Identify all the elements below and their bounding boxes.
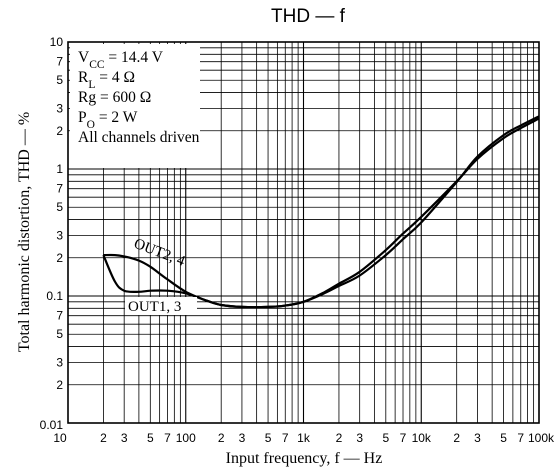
x-tick-label: 7: [282, 431, 289, 445]
x-tick-label: 2: [100, 431, 107, 445]
series-label-bg: [125, 297, 197, 315]
y-tick-label: 0.1: [46, 289, 63, 303]
x-tick-label: 5: [382, 431, 389, 445]
condition-line: VCC = 14.4 V: [78, 49, 164, 71]
conditions-list: VCC = 14.4 VRL = 4 ΩRg = 600 Ω PO = 2 WAl…: [78, 49, 200, 146]
y-tick-label: 5: [56, 73, 63, 87]
x-tick-label: 10: [53, 431, 67, 445]
chart-title: THD — f: [271, 6, 346, 27]
y-tick-label: 3: [56, 101, 63, 115]
x-tick-label: 100: [176, 431, 196, 445]
x-tick-label: 3: [356, 431, 363, 445]
plot-frame: [67, 41, 540, 424]
x-axis-label: Input frequency, f — Hz: [226, 450, 383, 467]
series-line-out1-3: [102, 115, 540, 309]
y-tick-label: 2: [56, 378, 63, 392]
x-tick-label: 5: [500, 431, 507, 445]
y-tick-label: 1: [56, 162, 63, 176]
x-tick-label: 5: [265, 431, 272, 445]
x-tick-label: 7: [400, 431, 407, 445]
x-tick-label: 5: [147, 431, 154, 445]
y-tick-label: 3: [56, 355, 63, 369]
y-tick-label: 2: [56, 124, 63, 138]
x-tick-label: 10k: [412, 431, 432, 445]
condition-line: RL = 4 Ω: [78, 69, 135, 91]
x-tick-label: 3: [121, 431, 128, 445]
condition-line: PO = 2 W: [78, 109, 138, 131]
condition-line: All channels driven: [78, 129, 200, 146]
y-tick-label: 7: [56, 309, 63, 323]
x-tick-label: 100k: [528, 431, 555, 445]
y-tick-label: 10: [50, 35, 64, 49]
y-tick-label: 3: [56, 228, 63, 242]
x-tick-label: 2: [336, 431, 343, 445]
x-tick-label: 7: [517, 431, 524, 445]
y-tick-label: 5: [56, 327, 63, 341]
x-tick-label: 1k: [297, 431, 311, 445]
x-tick-label: 2: [453, 431, 460, 445]
x-tick-label: 3: [239, 431, 246, 445]
series-label-out1-3: OUT1, 3: [128, 299, 181, 315]
conditions-box: [70, 44, 200, 168]
y-tick-label: 5: [56, 200, 63, 214]
y-tick-label: 7: [56, 55, 63, 69]
y-axis-label: Total harmonic distortion, THD — %: [16, 112, 33, 352]
y-tick-label: 2: [56, 251, 63, 265]
x-tick-label: 7: [164, 431, 171, 445]
x-tick-label: 3: [474, 431, 481, 445]
condition-line: Rg = 600 Ω: [78, 89, 151, 106]
y-tick-label: 7: [56, 182, 63, 196]
x-tick-labels: 10 2 3 5 7 100 2 3 5 7 1k 2 3 5 7 10k 2 3 5 7 100k: [53, 431, 555, 445]
y-tick-label: 0.01: [40, 418, 64, 432]
x-tick-label: 2: [218, 431, 225, 445]
y-tick-labels: 10 7 5 3 2 1 7 5 3 2 0.1 7 5 3 2 0.01: [40, 35, 64, 432]
